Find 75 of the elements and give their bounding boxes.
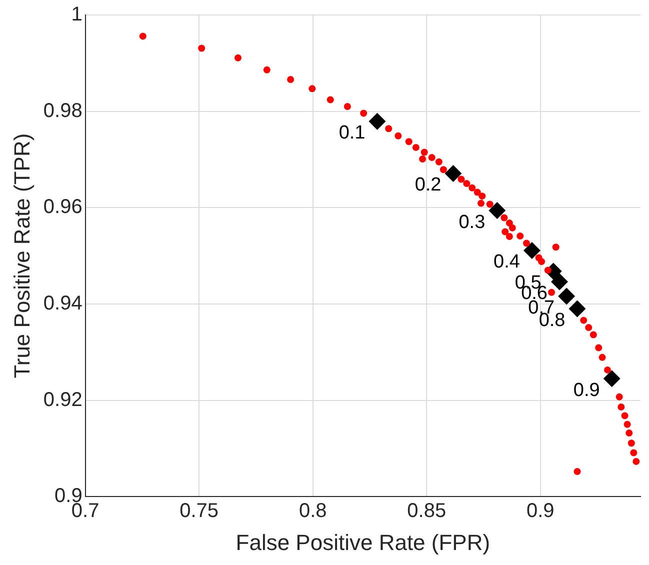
x-axis-title: False Positive Rate (FPR) xyxy=(236,530,490,555)
point xyxy=(463,180,470,188)
x-tick-label: 0.9 xyxy=(526,500,554,522)
point xyxy=(603,370,620,388)
annotation: 0.9 xyxy=(573,380,600,401)
y-axis-title: True Positive Rate (TPR) xyxy=(9,133,34,378)
y-tick-label: 0.96 xyxy=(43,196,82,218)
point xyxy=(234,54,242,62)
point xyxy=(551,273,568,290)
point xyxy=(468,184,476,192)
annotation: 0.3 xyxy=(458,212,486,233)
point xyxy=(440,166,447,174)
point xyxy=(287,76,294,84)
y-tick-label: 0.94 xyxy=(43,292,82,314)
point xyxy=(394,132,402,140)
y-tick-label: 0.98 xyxy=(43,100,82,122)
point xyxy=(412,144,420,151)
point xyxy=(139,32,146,40)
point xyxy=(474,188,481,196)
point xyxy=(574,468,581,476)
point xyxy=(598,354,606,361)
point xyxy=(198,44,206,52)
point xyxy=(435,158,442,166)
point xyxy=(624,420,631,428)
point xyxy=(523,240,530,247)
point xyxy=(444,164,462,182)
x-tick-label: 0.75 xyxy=(180,500,219,522)
point xyxy=(590,331,597,338)
point xyxy=(368,112,386,130)
point xyxy=(548,288,556,296)
point xyxy=(420,148,428,156)
point xyxy=(552,244,560,251)
annotation: 0.2 xyxy=(414,174,442,196)
point xyxy=(502,228,509,236)
point xyxy=(308,85,316,92)
point xyxy=(626,430,633,437)
point xyxy=(618,404,625,411)
annotation: 0.1 xyxy=(338,122,366,144)
point xyxy=(344,103,351,110)
point xyxy=(506,233,513,240)
point xyxy=(486,200,494,208)
point xyxy=(595,344,602,352)
point xyxy=(263,66,270,74)
point xyxy=(508,224,516,232)
point xyxy=(628,440,635,447)
point xyxy=(616,393,623,400)
point xyxy=(630,449,638,456)
point xyxy=(568,300,586,318)
point xyxy=(385,125,392,132)
point xyxy=(360,110,368,117)
point xyxy=(405,138,412,146)
point xyxy=(580,316,588,324)
point xyxy=(506,220,513,227)
point xyxy=(558,288,576,305)
point xyxy=(585,324,592,332)
point xyxy=(458,176,465,183)
point xyxy=(516,232,524,240)
x-tick-label: 0.85 xyxy=(407,500,446,522)
point xyxy=(478,192,486,200)
annotation: 0.4 xyxy=(494,252,520,273)
point xyxy=(523,242,540,260)
point xyxy=(478,200,484,207)
point xyxy=(632,458,640,465)
y-tick-label: 0.92 xyxy=(43,388,82,411)
point xyxy=(538,258,546,266)
y-tick-label: 1 xyxy=(71,4,82,26)
point xyxy=(604,366,612,374)
point xyxy=(419,156,426,162)
point xyxy=(621,412,628,420)
point xyxy=(428,154,436,162)
point xyxy=(500,214,508,222)
point xyxy=(488,202,506,220)
x-tick-label: 0.8 xyxy=(298,500,327,522)
point xyxy=(326,96,334,104)
point xyxy=(544,266,552,274)
